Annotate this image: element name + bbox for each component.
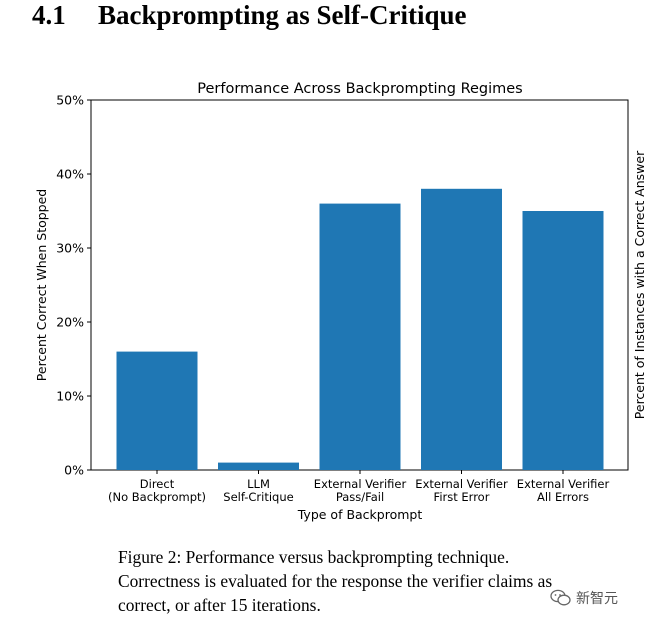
watermark-text: 新智元 [576,591,618,607]
watermark: 新智元 [550,588,618,608]
x-tick-label: External Verifier First Error [415,477,508,504]
bar-0 [116,351,198,470]
x-tick-label: External Verifier All Errors [517,477,610,504]
section-number: 4.1 [32,0,66,30]
x-tick-label: External Verifier Pass/Fail [314,477,407,504]
figure-caption: Figure 2: Performance versus backprompti… [118,547,553,615]
bar-chart: Performance Across Backprompting Regimes… [34,81,647,522]
y-tick-label: 50% [56,93,84,108]
bar-1 [218,462,299,470]
x-axis-label: Type of Backprompt [297,507,423,522]
section-title: Backprompting as Self-Critique [98,0,467,30]
y-tick-label: 40% [56,167,84,182]
bar-2 [319,203,401,470]
y-tick-label: 0% [64,463,84,478]
x-tick-label: Direct (No Backprompt) [108,477,206,504]
y-axis-label-right: Percent of Instances with a Correct Answ… [632,150,647,419]
y-tick-label: 10% [56,389,84,404]
y-axis-label: Percent Correct When Stopped [34,189,49,381]
bar-3 [421,188,502,471]
wechat-icon [550,589,571,606]
y-tick-label: 30% [56,241,84,256]
chart-title: Performance Across Backprompting Regimes [197,81,523,97]
bar-4 [522,211,604,470]
y-tick-label: 20% [56,315,84,330]
section-heading: 4.1 Backprompting as Self-Critique [32,0,467,31]
x-tick-label: LLM Self-Critique [223,477,293,504]
